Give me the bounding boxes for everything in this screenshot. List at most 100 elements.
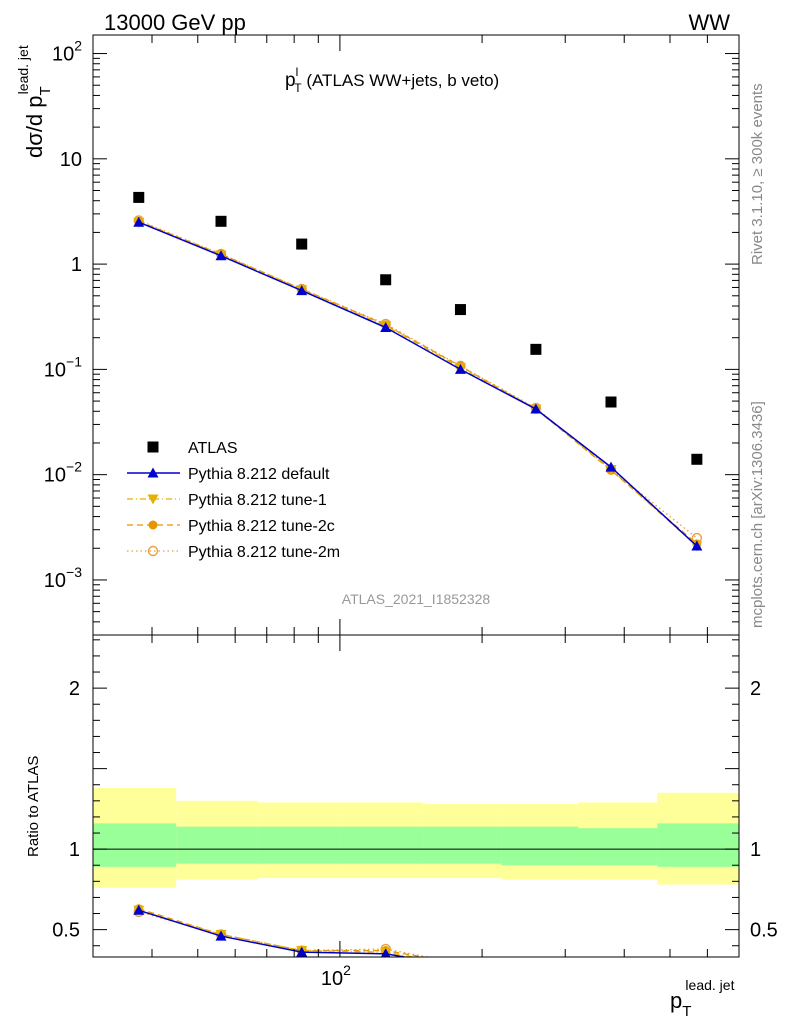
ratio-series-clipped: [133, 904, 431, 957]
data-point-default: [454, 363, 466, 374]
legend-label-tune2c: Pythia 8.212 tune-2c: [188, 518, 335, 535]
ratio-line-default: [138, 909, 409, 957]
ratio-y-tick-label-right: 2: [750, 678, 761, 700]
ratio-line-tune1: [138, 909, 418, 957]
ratio-series: [133, 904, 431, 957]
legend-marker-tune1: [147, 494, 159, 505]
main-y-tick-exponent: −1: [66, 353, 82, 369]
x-axis-label-sup: lead. jet: [685, 977, 734, 993]
ratio-band-inner: [423, 826, 502, 864]
legend-marker-data: [147, 441, 159, 453]
legend-label-default: Pythia 8.212 default: [188, 466, 330, 483]
main-y-tick-label: 102: [52, 38, 82, 66]
y-axis-label-sub: T: [37, 86, 54, 95]
ratio-band-inner: [578, 828, 658, 866]
data-point-default: [215, 250, 227, 261]
plot-title-sup: l: [296, 65, 299, 79]
data-point-default: [133, 216, 145, 227]
ratio-y-tick-label-right: 0.5: [750, 920, 778, 942]
ratio-point-default: [296, 946, 308, 957]
ratio-point-default: [380, 948, 391, 957]
data-point-default: [691, 540, 703, 551]
ratio-band-inner: [657, 823, 739, 867]
analysis-watermark: ATLAS_2021_I1852328: [342, 591, 491, 607]
ratio-band-inner: [176, 826, 258, 864]
data-point-data: [605, 396, 617, 408]
ratio-point-default: [133, 904, 145, 915]
data-point-data: [691, 453, 703, 465]
x-axis-label-sub: T: [682, 1003, 691, 1020]
y-axis-label-sup: lead. jet: [15, 45, 31, 94]
main-y-tick-label: 10−2: [44, 459, 82, 487]
data-point-data: [215, 215, 227, 227]
main-y-tick-label: 10−3: [44, 564, 82, 592]
ratio-band-inner: [257, 826, 340, 864]
x-tick-label: 102: [321, 962, 351, 990]
x-tick-exponent: 2: [343, 962, 351, 978]
ratio-y-tick-label-right: 1: [750, 839, 761, 861]
main-y-tick-mantissa: 10: [44, 570, 66, 592]
main-y-tick-label: 10−1: [44, 353, 82, 381]
main-y-tick-mantissa: 10: [60, 149, 82, 171]
legend: ATLAS Pythia 8.212 default Pythia 8.212 tu…: [127, 440, 340, 561]
ratio-panel-frame: [92, 634, 740, 958]
legend-entry-default: Pythia 8.212 default: [127, 466, 330, 483]
data-point-data: [530, 343, 542, 355]
ratio-uncertainty-bands: [93, 787, 739, 888]
legend-marker-default: [147, 467, 159, 478]
main-series: [133, 191, 703, 552]
data-point-data: [454, 304, 466, 316]
main-y-tick-label: 10: [60, 149, 82, 171]
header-left: 13000 GeV pp: [104, 10, 246, 35]
data-point-default: [380, 321, 392, 332]
legend-marker-tune2m: [147, 545, 159, 557]
data-point-default: [296, 285, 308, 296]
legend-entry-tune2c: Pythia 8.212 tune-2c: [127, 518, 335, 535]
x-tick-mantissa: 10: [321, 968, 343, 990]
series-line-default: [138, 221, 698, 547]
plot-title-sub: T: [294, 81, 302, 95]
ratio-band-inner: [339, 826, 424, 864]
legend-entry-tune2m: Pythia 8.212 tune-2m: [127, 544, 340, 561]
main-y-tick-mantissa: 10: [44, 465, 66, 487]
main-y-tick-mantissa: 1: [71, 254, 82, 276]
data-point-data: [133, 191, 145, 203]
main-y-tick-mantissa: 10: [52, 44, 74, 66]
header-right: WW: [688, 10, 730, 35]
data-point-default: [530, 403, 542, 414]
data-point-data: [380, 274, 392, 286]
x-axis-label: pTlead. jet: [670, 977, 735, 1020]
ratio-band-inner: [93, 823, 177, 867]
legend-label-tune2m: Pythia 8.212 tune-2m: [188, 544, 340, 561]
main-y-tick-exponent: −3: [66, 564, 82, 580]
ratio-line-tune2c: [138, 908, 427, 957]
side-text-rivet: Rivet 3.1.10, ≥ 300k events: [749, 83, 766, 265]
ratio-line-tune2m: [138, 911, 431, 957]
ratio-y-tick-label: 1: [69, 839, 80, 861]
data-point-data: [296, 238, 308, 250]
data-point-default: [605, 461, 617, 472]
plot-title: pl T (ATLAS WW+jets, b veto): [285, 65, 499, 95]
legend-label-data: ATLAS: [188, 440, 238, 457]
side-text-mcplots: mcplots.cern.ch [arXiv:1306.3436]: [749, 401, 766, 628]
plot-title-main: p: [285, 70, 296, 91]
main-y-tick-mantissa: 10: [44, 359, 66, 381]
legend-entry-data: ATLAS: [147, 440, 238, 457]
ratio-y-tick-label: 2: [69, 678, 80, 700]
series-line-tune2m: [138, 219, 698, 539]
y-axis-label: dσ/d pTlead. jet: [15, 45, 54, 158]
main-y-tick-label: 1: [71, 254, 82, 276]
legend-marker-tune2c: [148, 520, 158, 530]
ratio-band-inner: [501, 826, 579, 866]
legend-label-tune1: Pythia 8.212 tune-1: [188, 492, 327, 509]
ratio-y-ticks: 0.5 0.5 1 1 2 2: [52, 639, 778, 947]
x-axis-label-main: p: [670, 988, 682, 1013]
main-y-tick-exponent: 2: [74, 38, 82, 54]
plot-title-rest: (ATLAS WW+jets, b veto): [302, 71, 500, 90]
main-y-tick-exponent: −2: [66, 459, 82, 475]
y-axis-label-main: dσ/d p: [22, 95, 47, 158]
ratio-y-tick-label: 0.5: [52, 920, 80, 942]
ratio-point-default: [215, 930, 227, 941]
ratio-axis-label: Ratio to ATLAS: [25, 756, 42, 857]
